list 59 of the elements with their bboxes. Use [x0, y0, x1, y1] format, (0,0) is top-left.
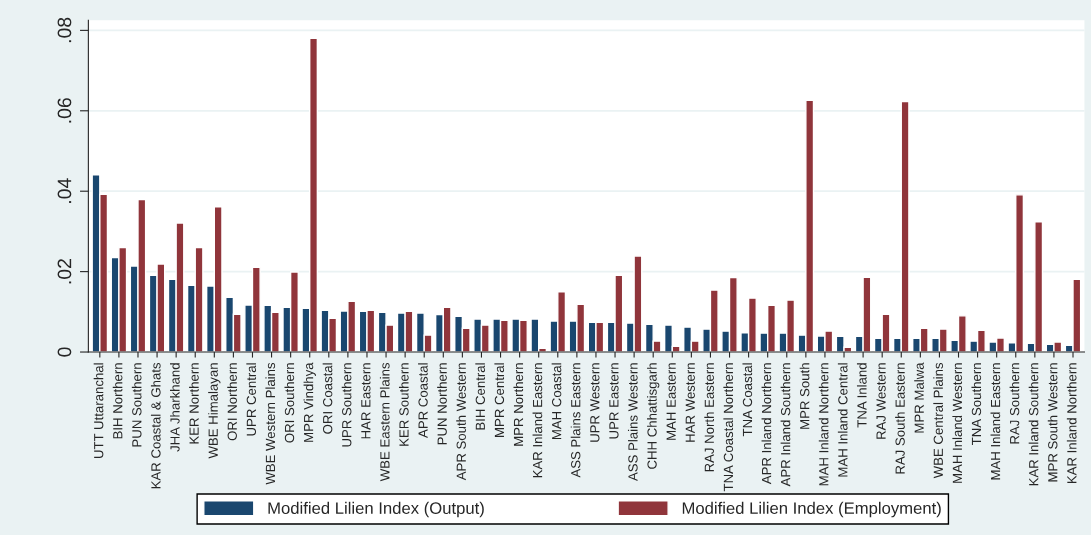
- x-tick-label: MPR Vindhya: [303, 362, 316, 442]
- x-tick-label: TNA Coastal: [742, 363, 753, 437]
- x-tick-label: UPR Southern: [341, 363, 352, 447]
- x-tick-label: KER Northern: [189, 363, 199, 444]
- x-tick-label: WBE Himalayan: [208, 363, 221, 459]
- x-tick-label: RAJ South Eastern: [895, 363, 905, 474]
- x-tick-label: RAJ Western: [876, 363, 886, 439]
- x-tick-label: MAH Inland Eastern: [990, 363, 1001, 480]
- x-tick-label: KAR Inland Southern: [1028, 363, 1039, 486]
- x-tick-label: UPR Central: [246, 363, 257, 436]
- x-tick-label: MPR Central: [494, 363, 505, 437]
- legend-label: Modified Lilien Index (Employment): [682, 501, 941, 518]
- x-tick-label: BIH Central: [475, 363, 485, 430]
- x-tick-label: ORI Northern: [227, 363, 237, 441]
- x-tick-label: APR South Western: [456, 363, 466, 481]
- y-tick-label: 0: [57, 347, 72, 357]
- x-tick-label: APR Inland Southern: [780, 363, 791, 487]
- x-tick-label: WBE Eastern Plains: [379, 362, 390, 482]
- x-tick-label: BIH Northern: [112, 363, 123, 439]
- x-tick-label: ORI Southern: [284, 363, 295, 443]
- y-tick-label: .02: [57, 259, 72, 284]
- x-tick-label: MAH Inland Western: [952, 363, 963, 483]
- x-tick-label: UPR Western: [590, 363, 600, 442]
- x-tick-label: MPR Malwa: [914, 362, 924, 433]
- x-tick-label: MAH Inland Northern: [818, 363, 829, 486]
- x-tick-label: TNA Inland: [856, 363, 867, 428]
- x-tick-label: KAR Coastal & Ghats: [150, 362, 161, 489]
- x-tick-label: WBE Central Plains: [933, 362, 943, 479]
- x-tick-label: TNA Southern: [971, 363, 982, 446]
- x-tick-label: RAJ North Eastern: [704, 363, 714, 472]
- legend-label: Modified Lilien Index (Output): [268, 501, 484, 518]
- x-tick-label: UPR Eastern: [609, 363, 619, 439]
- x-tick-label: MPR South: [799, 363, 810, 429]
- x-tick-label: WBE Western Plains: [265, 362, 276, 485]
- x-tick-label: MPR South Western: [1047, 363, 1058, 482]
- x-tick-label: KER Southern: [398, 363, 409, 446]
- y-tick-label: .06: [57, 98, 72, 123]
- x-tick-label: ASS Plains Western: [627, 363, 638, 481]
- x-tick-label: MPR Northern: [513, 363, 524, 446]
- x-tick-label: HAR Eastern: [361, 363, 371, 439]
- x-tick-label: KAR Inland Northern: [1066, 363, 1077, 484]
- x-tick-label: MAH Inland Central: [837, 363, 848, 477]
- x-tick-label: ORI Coastal: [322, 363, 333, 434]
- x-tick-label: KAR Inland Eastern: [532, 363, 543, 478]
- y-tick-label: .08: [57, 17, 72, 43]
- x-tick-label: RAJ Southern: [1009, 363, 1020, 444]
- x-tick-label: JHA Jharkhand: [170, 363, 180, 452]
- x-tick-label: PUN Southern: [131, 363, 142, 447]
- x-tick-label: MAH Coastal: [551, 363, 562, 440]
- x-tick-label: APR Coastal: [418, 363, 428, 438]
- x-tick-label: PUN Northern: [437, 363, 447, 445]
- y-tick-label: .04: [57, 178, 72, 203]
- x-tick-label: ASS Plains Eastern: [570, 363, 581, 478]
- x-tick-label: UTT Uttaranchal: [93, 363, 104, 458]
- x-tick-label: APR Inland Northern: [761, 363, 772, 485]
- x-tick-label: HAR Western: [685, 363, 695, 442]
- x-tick-label: CHH Chhattisgarh: [647, 363, 660, 469]
- x-tick-label: TNA Coastal Northern: [723, 363, 734, 492]
- x-tick-label: MAH Eastern: [666, 363, 676, 440]
